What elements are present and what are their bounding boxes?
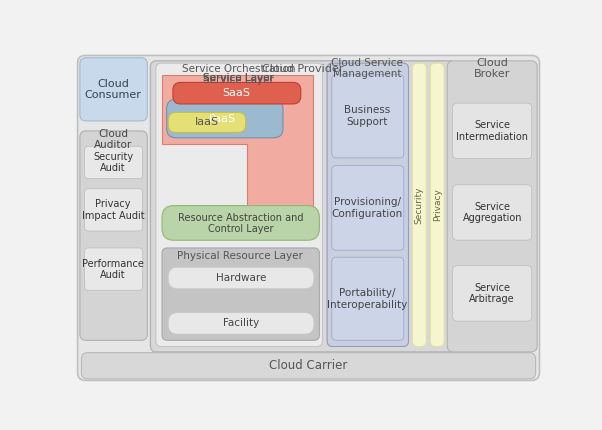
FancyBboxPatch shape — [80, 58, 147, 121]
Text: Cloud Provider: Cloud Provider — [262, 64, 344, 74]
FancyBboxPatch shape — [84, 248, 143, 290]
FancyBboxPatch shape — [84, 189, 143, 231]
FancyBboxPatch shape — [453, 266, 532, 321]
FancyBboxPatch shape — [150, 61, 456, 352]
Text: Service
Intermediation: Service Intermediation — [456, 120, 528, 142]
Text: Hardware: Hardware — [216, 273, 266, 283]
Text: Cloud
Auditor: Cloud Auditor — [94, 129, 132, 150]
FancyBboxPatch shape — [84, 146, 143, 178]
Text: Resource Abstraction and
Control Layer: Resource Abstraction and Control Layer — [178, 212, 303, 234]
Text: IaaS: IaaS — [195, 117, 219, 127]
PathPatch shape — [162, 75, 313, 217]
Text: Provisioning/
Configuration: Provisioning/ Configuration — [332, 197, 403, 219]
FancyBboxPatch shape — [78, 55, 539, 381]
FancyBboxPatch shape — [327, 63, 409, 347]
FancyBboxPatch shape — [453, 103, 532, 159]
Text: Service
Aggregation: Service Aggregation — [462, 202, 522, 223]
FancyBboxPatch shape — [167, 99, 283, 138]
FancyBboxPatch shape — [81, 353, 536, 379]
Text: Privacy: Privacy — [433, 188, 442, 221]
Text: Cloud
Consumer: Cloud Consumer — [85, 79, 141, 100]
Text: Service
Arbitrage: Service Arbitrage — [470, 283, 515, 304]
FancyBboxPatch shape — [173, 83, 301, 104]
Text: SaaS: SaaS — [223, 88, 250, 98]
FancyBboxPatch shape — [80, 131, 147, 341]
FancyBboxPatch shape — [168, 313, 314, 334]
Text: Service Orchestration: Service Orchestration — [182, 64, 296, 74]
FancyBboxPatch shape — [168, 112, 246, 132]
FancyBboxPatch shape — [162, 206, 320, 240]
FancyBboxPatch shape — [453, 185, 532, 240]
FancyBboxPatch shape — [156, 63, 323, 347]
Text: Performance
Audit: Performance Audit — [82, 259, 144, 280]
Text: Facility: Facility — [223, 318, 259, 329]
Text: Portability/
Interoperability: Portability/ Interoperability — [327, 288, 408, 310]
Text: Service Layer: Service Layer — [203, 73, 275, 83]
FancyBboxPatch shape — [332, 75, 404, 158]
Text: Cloud Carrier: Cloud Carrier — [269, 359, 348, 372]
Text: Physical Resource Layer: Physical Resource Layer — [178, 251, 303, 261]
Text: Service Layer: Service Layer — [203, 75, 275, 85]
Text: Privacy
Impact Audit: Privacy Impact Audit — [82, 200, 144, 221]
FancyBboxPatch shape — [447, 61, 537, 352]
Text: Cloud
Broker: Cloud Broker — [474, 58, 510, 80]
Text: Security: Security — [415, 186, 424, 224]
FancyBboxPatch shape — [168, 267, 314, 289]
Text: Cloud Service
Management: Cloud Service Management — [332, 58, 403, 80]
Text: PaaS: PaaS — [209, 114, 236, 123]
FancyBboxPatch shape — [332, 257, 404, 341]
Text: Business
Support: Business Support — [344, 105, 391, 127]
FancyBboxPatch shape — [412, 63, 426, 347]
Text: Security
Audit: Security Audit — [93, 152, 133, 173]
FancyBboxPatch shape — [430, 63, 444, 347]
FancyBboxPatch shape — [162, 248, 320, 341]
Text: Service Layer: Service Layer — [203, 73, 275, 83]
FancyBboxPatch shape — [332, 166, 404, 250]
